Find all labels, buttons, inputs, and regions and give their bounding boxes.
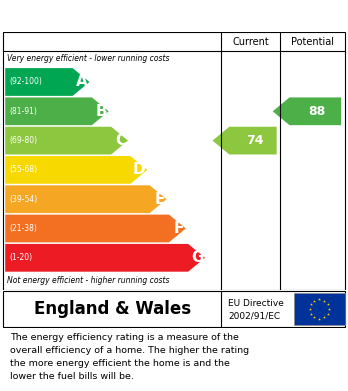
- Text: D: D: [133, 162, 145, 178]
- Text: B: B: [95, 104, 107, 119]
- Text: The energy efficiency rating is a measure of the
overall efficiency of a home. T: The energy efficiency rating is a measur…: [10, 333, 250, 380]
- Polygon shape: [273, 97, 341, 125]
- Text: Energy Efficiency Rating: Energy Efficiency Rating: [10, 9, 220, 23]
- Text: Current: Current: [232, 37, 269, 47]
- Text: (69-80): (69-80): [9, 136, 38, 145]
- Text: 74: 74: [246, 134, 263, 147]
- Text: C: C: [115, 133, 126, 148]
- Text: A: A: [76, 75, 88, 90]
- Polygon shape: [5, 68, 89, 96]
- Text: EU Directive: EU Directive: [228, 299, 284, 308]
- Bar: [294, 293, 345, 325]
- Polygon shape: [5, 127, 128, 154]
- Text: F: F: [174, 221, 184, 236]
- Polygon shape: [5, 185, 167, 213]
- Text: E: E: [155, 192, 165, 207]
- Text: (81-91): (81-91): [9, 107, 37, 116]
- Polygon shape: [5, 156, 147, 184]
- Polygon shape: [213, 127, 277, 154]
- Text: (21-38): (21-38): [9, 224, 37, 233]
- Polygon shape: [5, 97, 109, 125]
- Text: England & Wales: England & Wales: [34, 300, 191, 318]
- Polygon shape: [5, 215, 186, 242]
- Text: (39-54): (39-54): [9, 195, 38, 204]
- Polygon shape: [5, 244, 205, 272]
- Text: (55-68): (55-68): [9, 165, 38, 174]
- Text: (1-20): (1-20): [9, 253, 32, 262]
- Text: G: G: [191, 250, 203, 265]
- Text: Potential: Potential: [291, 37, 334, 47]
- Text: Not energy efficient - higher running costs: Not energy efficient - higher running co…: [7, 276, 169, 285]
- Text: (92-100): (92-100): [9, 77, 42, 86]
- Text: 2002/91/EC: 2002/91/EC: [228, 311, 280, 320]
- Text: 88: 88: [308, 105, 326, 118]
- Text: Very energy efficient - lower running costs: Very energy efficient - lower running co…: [7, 54, 169, 63]
